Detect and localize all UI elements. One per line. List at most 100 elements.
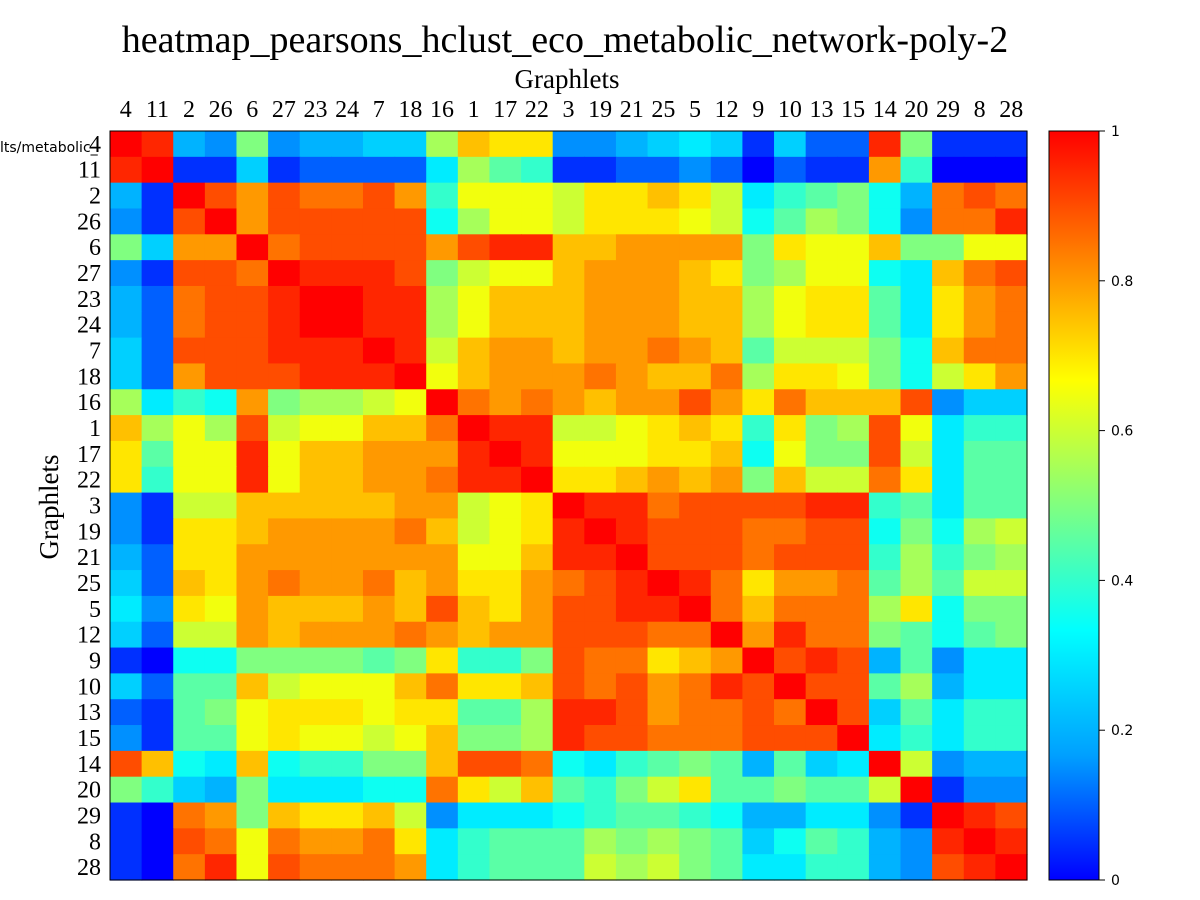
heatmap-cell xyxy=(774,621,807,649)
heatmap-cell xyxy=(868,673,902,700)
heatmap-cell xyxy=(679,828,712,855)
heatmap-cell xyxy=(521,544,554,571)
y-tick-label: 28 xyxy=(77,855,101,881)
heatmap-cell xyxy=(331,621,364,649)
heatmap-cell xyxy=(489,466,522,494)
heatmap-cell xyxy=(584,854,617,881)
heatmap-cell xyxy=(837,363,870,390)
heatmap-cell xyxy=(457,699,491,726)
heatmap-cell xyxy=(679,544,712,571)
heatmap-cell xyxy=(394,311,427,339)
heatmap-cell xyxy=(236,647,269,674)
heatmap-cell xyxy=(489,621,522,649)
heatmap-cell xyxy=(521,828,554,855)
heatmap-cell xyxy=(868,285,902,313)
heatmap-cell xyxy=(173,544,206,571)
heatmap-cell xyxy=(647,285,680,313)
heatmap-cell xyxy=(141,363,174,390)
heatmap-cell xyxy=(647,802,680,829)
heatmap-cell xyxy=(457,802,491,829)
heatmap-cell xyxy=(362,363,396,390)
y-tick-label: 4 xyxy=(89,132,101,158)
heatmap-cell xyxy=(932,337,965,365)
heatmap-cell xyxy=(995,699,1028,726)
heatmap-cell xyxy=(584,802,617,829)
heatmap-cell xyxy=(584,828,617,855)
heatmap-cell xyxy=(110,595,143,623)
heatmap-cell xyxy=(774,337,807,365)
heatmap-cell xyxy=(457,647,491,674)
heatmap-cell xyxy=(963,389,996,416)
heatmap-cell xyxy=(615,544,649,571)
y-tick-label: 27 xyxy=(77,261,101,287)
heatmap-cell xyxy=(868,802,902,829)
heatmap-cell xyxy=(868,131,902,158)
heatmap-cell xyxy=(299,518,332,545)
heatmap-cell xyxy=(995,466,1028,494)
heatmap-cell xyxy=(868,208,902,235)
heatmap-cell xyxy=(837,802,870,829)
y-tick-label: 3 xyxy=(89,494,101,520)
heatmap-cell xyxy=(932,234,965,261)
heatmap-cell xyxy=(963,260,996,287)
heatmap-cell xyxy=(615,156,649,184)
heatmap-cell xyxy=(805,750,838,778)
heatmap-cell xyxy=(394,389,427,416)
heatmap-cell xyxy=(268,802,301,829)
heatmap-cell xyxy=(710,285,744,313)
heatmap-cell xyxy=(268,208,301,235)
heatmap-cell xyxy=(552,647,585,674)
heatmap-cell xyxy=(647,699,680,726)
heatmap-cell xyxy=(615,828,649,855)
heatmap-cell xyxy=(615,260,649,287)
y-tick-label: 23 xyxy=(77,287,101,313)
heatmap-cell xyxy=(805,156,838,184)
heatmap-cell xyxy=(141,337,174,365)
heatmap-cell xyxy=(805,234,838,261)
heatmap-cell xyxy=(173,725,206,752)
heatmap-cell xyxy=(774,156,807,184)
heatmap-cell xyxy=(615,802,649,829)
heatmap-cell xyxy=(204,518,238,545)
heatmap-cell xyxy=(110,208,143,235)
heatmap-cell xyxy=(774,544,807,571)
heatmap-cell xyxy=(426,802,459,829)
heatmap-cell xyxy=(268,440,301,468)
heatmap-cell xyxy=(268,647,301,674)
heatmap-cell xyxy=(837,750,870,778)
heatmap-cell xyxy=(932,156,965,184)
heatmap-cell xyxy=(963,673,996,700)
heatmap-cell xyxy=(584,621,617,649)
heatmap-cell xyxy=(110,673,143,700)
heatmap-cell xyxy=(932,440,965,468)
heatmap-cell xyxy=(615,647,649,674)
heatmap-cell xyxy=(805,311,838,339)
colorbar xyxy=(1048,130,1100,881)
heatmap-cell xyxy=(742,260,775,287)
x-tick-label: 20 xyxy=(904,97,928,123)
heatmap-cell xyxy=(426,828,459,855)
heatmap-cell xyxy=(615,621,649,649)
heatmap-cell xyxy=(932,621,965,649)
heatmap-cell xyxy=(868,544,902,571)
heatmap-cell xyxy=(868,699,902,726)
heatmap-cell xyxy=(299,828,332,855)
heatmap-cell xyxy=(710,647,744,674)
heatmap-cell xyxy=(362,518,396,545)
heatmap-cell xyxy=(805,854,838,881)
heatmap-cell xyxy=(299,208,332,235)
heatmap-cell xyxy=(552,208,585,235)
heatmap-cell xyxy=(963,363,996,390)
heatmap-cell xyxy=(963,415,996,442)
heatmap-cell xyxy=(805,466,838,494)
heatmap-cell xyxy=(995,570,1028,597)
heatmap-cell xyxy=(521,182,554,210)
heatmap-cell xyxy=(331,466,364,494)
heatmap-cell xyxy=(774,518,807,545)
heatmap-cell xyxy=(426,570,459,597)
heatmap-cell xyxy=(331,131,364,158)
heatmap-cell xyxy=(394,440,427,468)
heatmap-cell xyxy=(963,725,996,752)
heatmap-cell xyxy=(647,854,680,881)
heatmap-cell xyxy=(679,311,712,339)
